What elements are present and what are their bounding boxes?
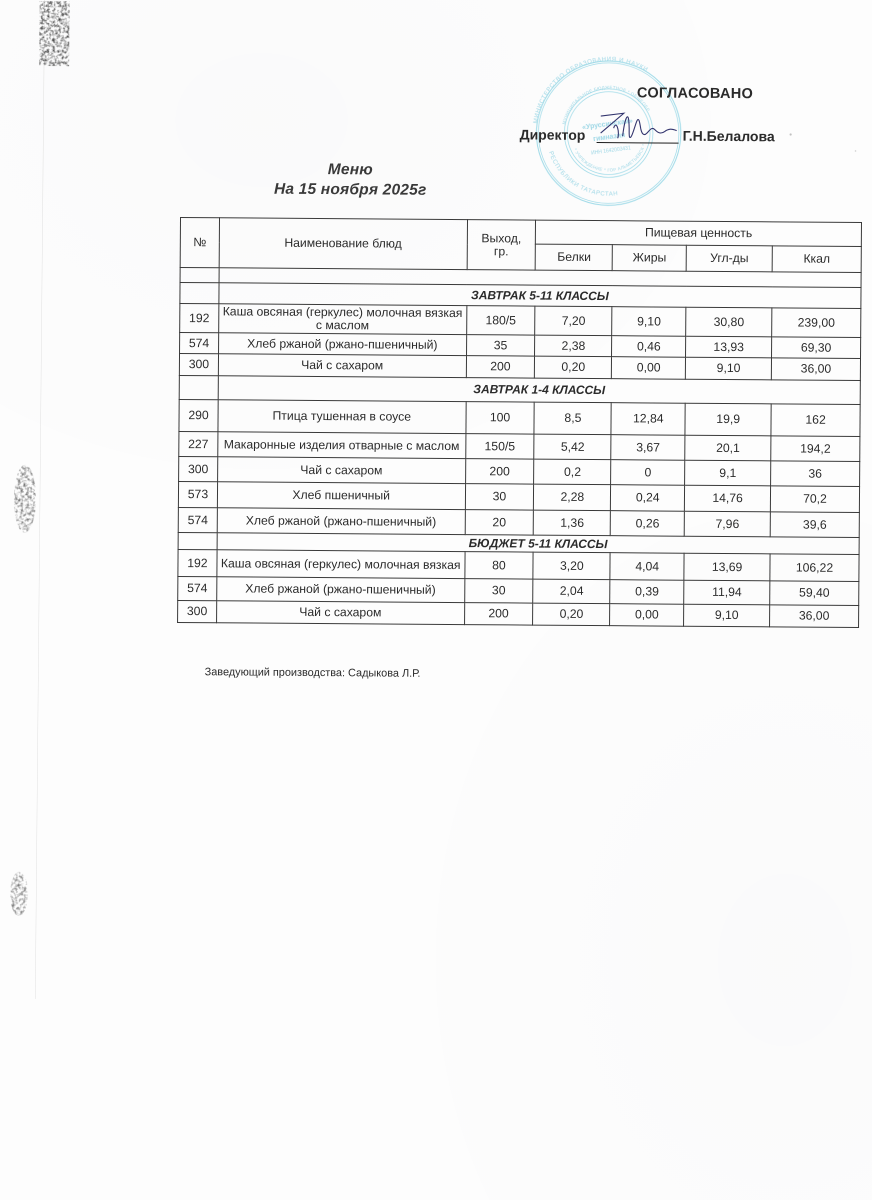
svg-text:ИНН 1642003431: ИНН 1642003431: [591, 146, 632, 157]
